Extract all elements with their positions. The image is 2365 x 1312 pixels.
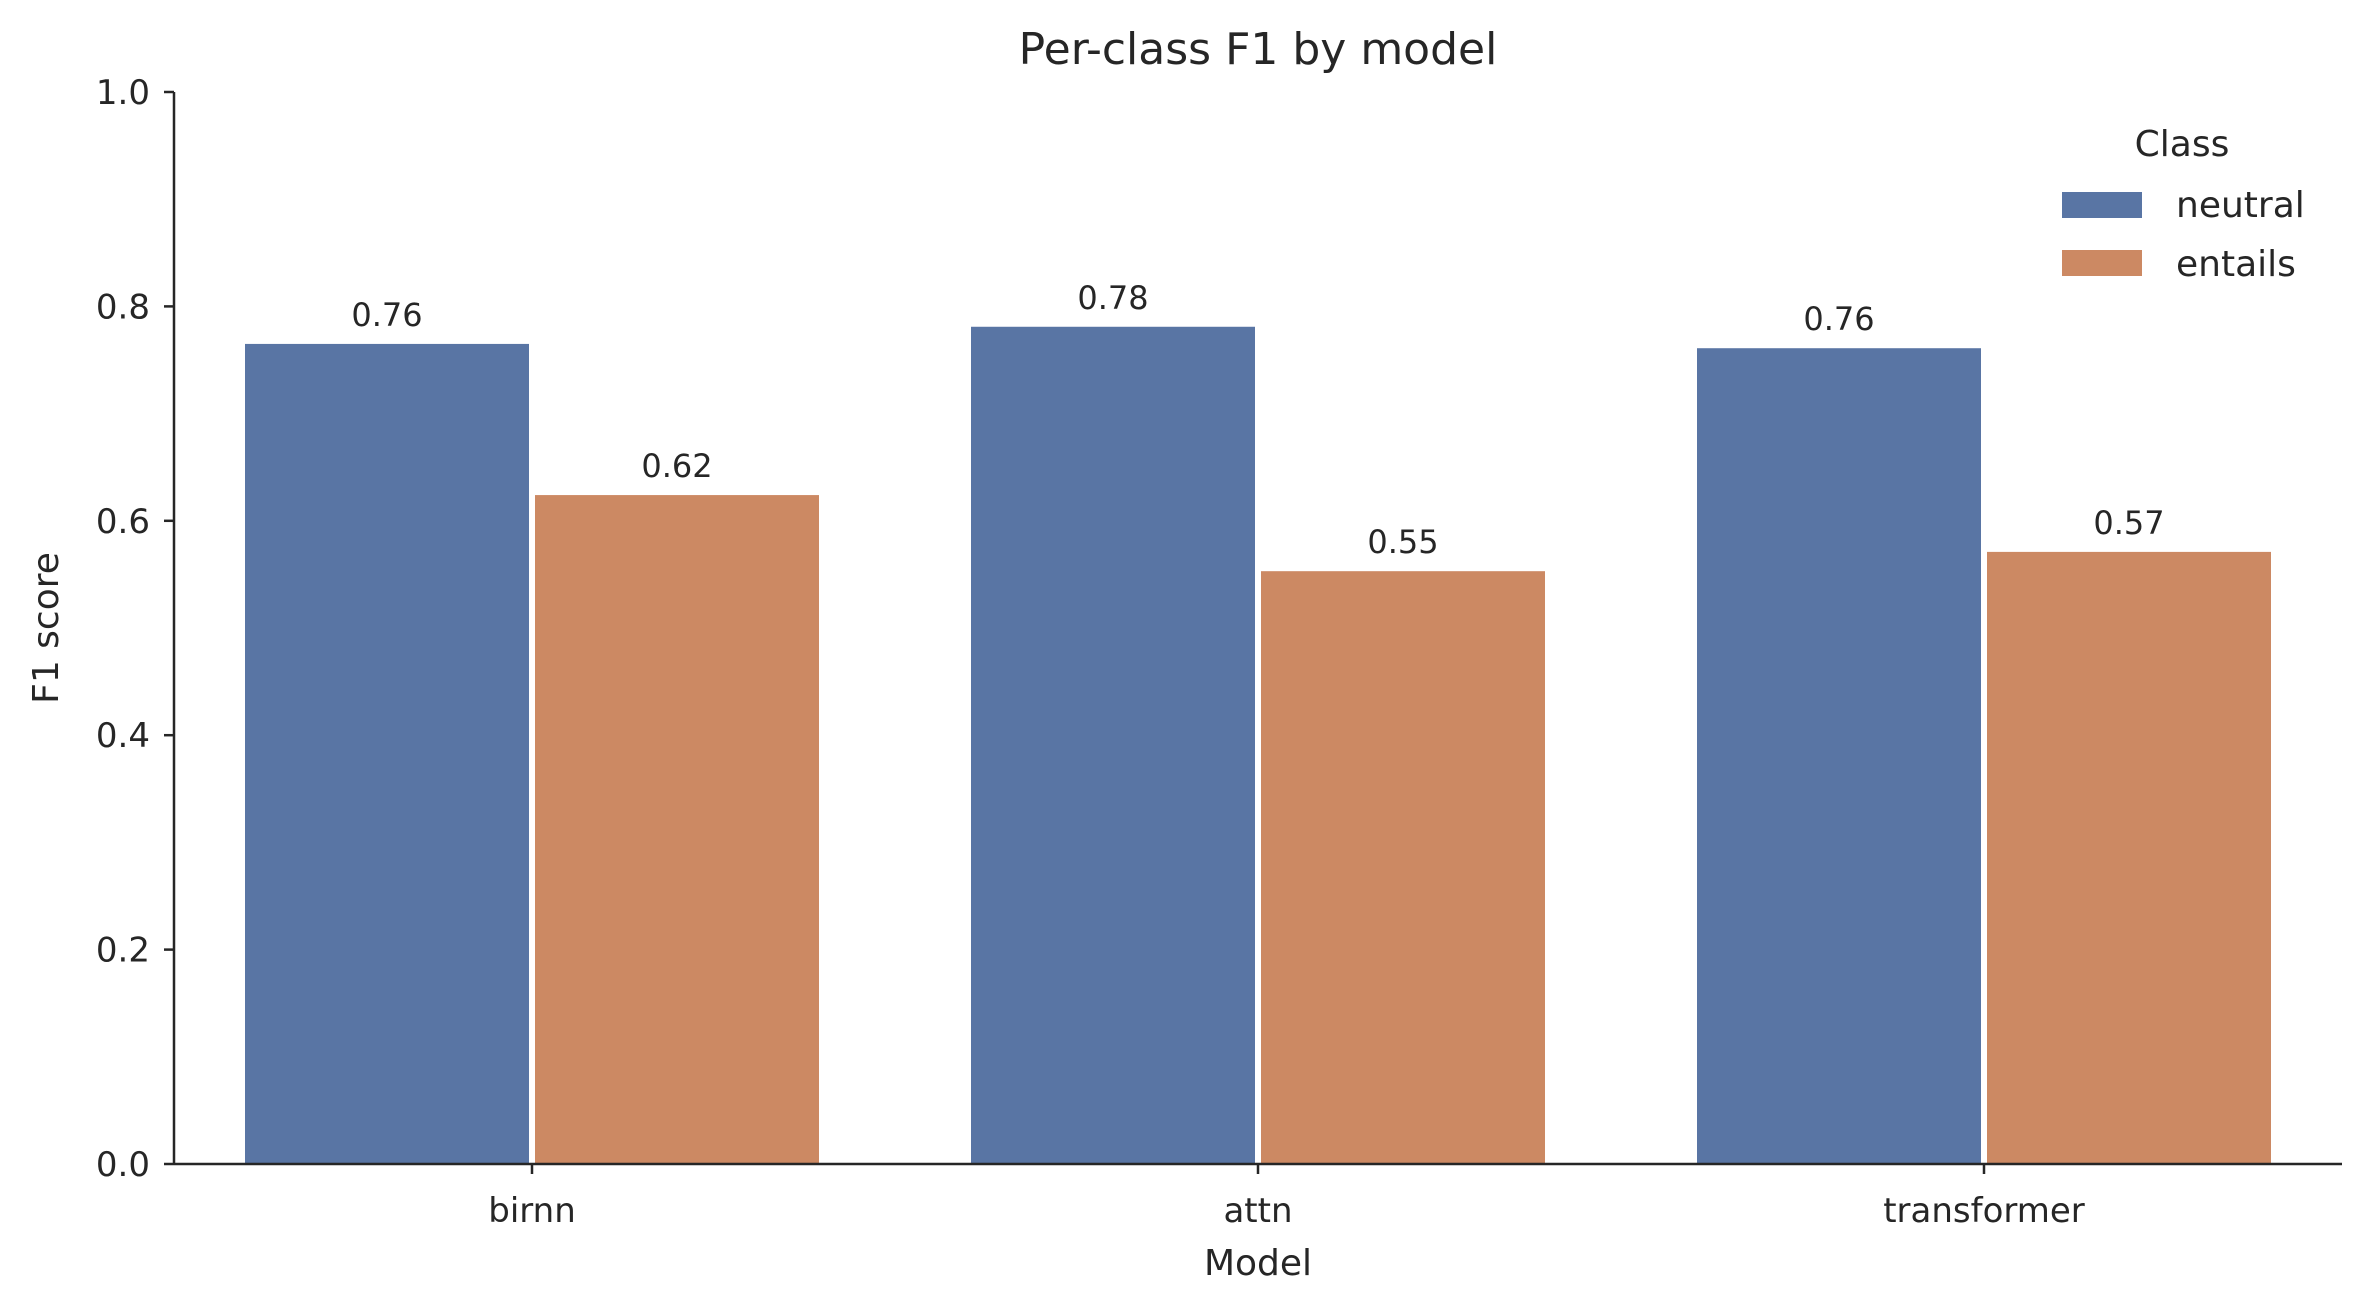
- x-tick-label-transformer: transformer: [1883, 1191, 2085, 1231]
- bar-label-birnn-entails: 0.62: [641, 447, 712, 485]
- chart-title: Per-class F1 by model: [1019, 24, 1498, 75]
- x-tick-label-attn: attn: [1223, 1191, 1292, 1231]
- legend-swatch-neutral: [2062, 192, 2142, 218]
- bar-label-transformer-neutral: 0.76: [1803, 300, 1874, 338]
- bar-label-attn-entails: 0.55: [1367, 523, 1438, 561]
- bar-transformer-entails: [1987, 551, 2271, 1164]
- y-axis-label: F1 score: [26, 552, 67, 704]
- y-tick-label-0.0: 0.0: [96, 1145, 150, 1185]
- y-tick-label-1.0: 1.0: [96, 73, 150, 113]
- bar-birnn-entails: [535, 495, 819, 1164]
- bars-group: [245, 326, 2271, 1164]
- legend-label-entails: entails: [2176, 244, 2296, 285]
- bar-birnn-neutral: [245, 343, 529, 1164]
- x-tick-label-birnn: birnn: [488, 1191, 576, 1231]
- bar-labels-group: 0.76 0.62 0.78 0.55 0.76 0.57: [351, 279, 2164, 561]
- y-tick-label-0.2: 0.2: [96, 931, 150, 971]
- bar-label-attn-neutral: 0.78: [1077, 279, 1148, 317]
- bar-attn-neutral: [971, 326, 1255, 1164]
- legend-title: Class: [2135, 124, 2230, 165]
- bar-transformer-neutral: [1697, 348, 1981, 1164]
- x-ticks-group: birnn attn transformer: [488, 1164, 2085, 1231]
- bar-label-birnn-neutral: 0.76: [351, 296, 422, 334]
- y-tick-label-0.8: 0.8: [96, 287, 150, 327]
- bar-attn-entails: [1261, 571, 1545, 1164]
- y-tick-label-0.6: 0.6: [96, 502, 150, 542]
- y-tick-label-0.4: 0.4: [96, 716, 150, 756]
- legend-swatch-entails: [2062, 250, 2142, 276]
- y-ticks-group: 0.0 0.2 0.4 0.6 0.8 1.0: [96, 73, 174, 1185]
- bar-label-transformer-entails: 0.57: [2093, 504, 2164, 542]
- legend: Class neutral entails: [2062, 124, 2305, 285]
- legend-label-neutral: neutral: [2176, 185, 2305, 226]
- x-axis-label: Model: [1204, 1243, 1312, 1284]
